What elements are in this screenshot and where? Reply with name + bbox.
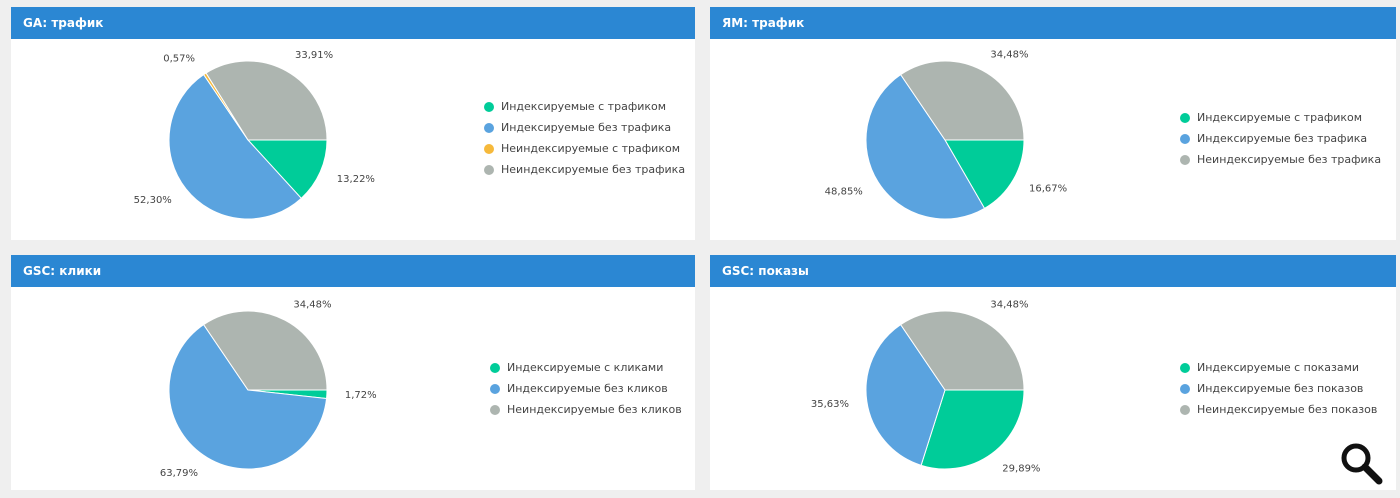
slice-percent-label: 0,57% — [163, 54, 195, 65]
panel-title: ЯМ: трафик — [710, 7, 1396, 39]
legend-label: Индексируемые с показами — [1197, 361, 1360, 374]
chart-panel-ga-traffic: GA: трафик 13,22% 52,30% 0,57% 33,91% Индек… — [11, 7, 695, 240]
pie-chart: 1,72% 63,79% 34,48% — [160, 299, 377, 479]
pie-slice[interactable] — [865, 323, 946, 466]
slice-percent-label: 33,91% — [295, 50, 333, 61]
slice-percent-label: 13,22% — [337, 174, 375, 185]
pie-slice[interactable] — [899, 310, 1025, 391]
chart-legend: Индексируемые с трафиком Индексируемые бе… — [484, 96, 685, 180]
legend-swatch — [1180, 154, 1190, 165]
slice-percent-label: 63,79% — [160, 468, 198, 479]
legend-label: Индексируемые с кликами — [507, 361, 664, 374]
pie-slice[interactable] — [865, 73, 986, 220]
legend-item[interactable]: Индексируемые без трафика — [484, 117, 685, 138]
legend-item[interactable]: Индексируемые с трафиком — [1180, 107, 1381, 128]
legend-label: Индексируемые без трафика — [1197, 132, 1368, 145]
legend-label: Неиндексируемые без трафика — [1197, 153, 1382, 166]
legend-label: Индексируемые с трафиком — [501, 100, 667, 113]
legend-swatch — [484, 143, 494, 154]
slice-percent-label: 52,30% — [134, 195, 172, 206]
slice-percent-label: 16,67% — [1029, 184, 1067, 195]
legend-item[interactable]: Неиндексируемые без трафика — [1180, 149, 1381, 170]
legend-swatch — [490, 404, 500, 415]
chart-legend: Индексируемые с трафиком Индексируемые бе… — [1180, 107, 1381, 170]
pie-slice[interactable] — [246, 139, 328, 200]
legend-item[interactable]: Неиндексируемые без кликов — [490, 399, 682, 420]
pie-slice[interactable] — [202, 310, 328, 391]
pie-slice[interactable] — [205, 60, 328, 141]
slice-percent-label: 34,48% — [293, 299, 331, 310]
legend-label: Неиндексируемые без кликов — [507, 403, 682, 416]
legend-swatch — [484, 101, 494, 112]
pie-slice[interactable] — [168, 73, 302, 220]
legend-swatch — [1180, 133, 1190, 144]
legend-label: Индексируемые без кликов — [507, 382, 668, 395]
panel-title: GSC: показы — [710, 255, 1396, 287]
legend-swatch — [484, 164, 494, 175]
slice-percent-label: 1,72% — [345, 390, 377, 401]
legend-swatch — [1180, 383, 1190, 394]
pie-slice[interactable] — [944, 139, 1025, 210]
legend-swatch — [490, 362, 500, 373]
slice-percent-label: 29,89% — [1002, 463, 1040, 474]
legend-item[interactable]: Неиндексируемые без показов — [1180, 399, 1377, 420]
legend-label: Неиндексируемые без трафика — [501, 163, 686, 176]
legend-item[interactable]: Индексируемые без кликов — [490, 378, 682, 399]
pie-chart: 29,89% 35,63% 34,48% — [811, 299, 1041, 474]
slice-percent-label: 35,63% — [811, 399, 849, 410]
pie-chart: 16,67% 48,85% 34,48% — [825, 49, 1067, 220]
legend-swatch — [490, 383, 500, 394]
search-icon[interactable] — [1338, 440, 1384, 486]
legend-item[interactable]: Индексируемые без показов — [1180, 378, 1377, 399]
chart-panel-gsc-clicks: GSC: клики 1,72% 63,79% 34,48% Индексируем… — [11, 255, 695, 490]
legend-item[interactable]: Неиндексируемые без трафика — [484, 159, 685, 180]
legend-label: Неиндексируемые без показов — [1197, 403, 1378, 416]
panel-title: GSC: клики — [11, 255, 695, 287]
legend-item[interactable]: Индексируемые с показами — [1180, 357, 1377, 378]
pie-slice[interactable] — [920, 389, 1025, 470]
legend-label: Индексируемые без трафика — [501, 121, 672, 134]
legend-label: Неиндексируемые с трафиком — [501, 142, 681, 155]
legend-label: Индексируемые без показов — [1197, 382, 1364, 395]
panel-title: GA: трафик — [11, 7, 695, 39]
pie-slice[interactable] — [168, 323, 328, 470]
slice-percent-label: 48,85% — [825, 187, 863, 198]
chart-legend: Индексируемые с кликами Индексируемые без… — [490, 357, 682, 420]
legend-item[interactable]: Индексируемые с кликами — [490, 357, 682, 378]
chart-panel-ym-traffic: ЯМ: трафик 16,67% 48,85% 34,48% Индексируе… — [710, 7, 1396, 240]
pie-slice[interactable] — [899, 60, 1025, 141]
chart-panel-gsc-impressions: GSC: показы 29,89% 35,63% 34,48% Индексиру… — [710, 255, 1396, 490]
legend-swatch — [1180, 112, 1190, 123]
legend-item[interactable]: Неиндексируемые с трафиком — [484, 138, 685, 159]
pie-chart: 13,22% 52,30% 0,57% 33,91% — [134, 50, 375, 220]
legend-item[interactable]: Индексируемые с трафиком — [484, 96, 685, 117]
legend-swatch — [484, 122, 494, 133]
legend-item[interactable]: Индексируемые без трафика — [1180, 128, 1381, 149]
slice-percent-label: 34,48% — [990, 299, 1028, 310]
chart-legend: Индексируемые с показами Индексируемые бе… — [1180, 357, 1377, 420]
slice-percent-label: 34,48% — [990, 49, 1028, 60]
legend-label: Индексируемые с трафиком — [1197, 111, 1363, 124]
legend-swatch — [1180, 362, 1190, 373]
legend-swatch — [1180, 404, 1190, 415]
